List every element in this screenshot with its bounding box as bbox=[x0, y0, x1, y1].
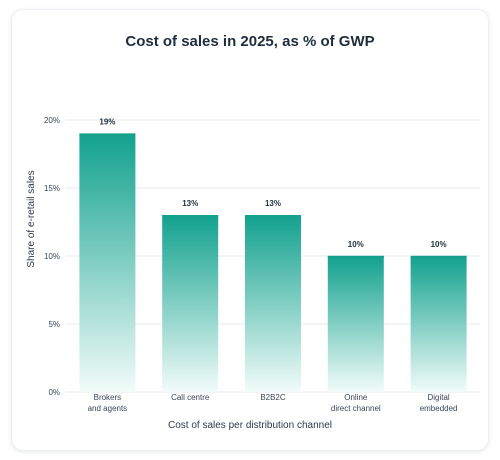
data-label: 13% bbox=[265, 199, 281, 208]
x-tick-label: Digital embedded bbox=[420, 393, 458, 413]
x-tick-label: Online direct channel bbox=[331, 393, 381, 413]
x-tick-label: Brokers and agents bbox=[88, 393, 128, 413]
bar bbox=[410, 256, 467, 392]
x-tick-label: B2B2C bbox=[260, 393, 286, 402]
y-tick-label: 15% bbox=[44, 184, 60, 193]
y-axis-title: Share of e-retail sales bbox=[26, 170, 37, 267]
bar bbox=[162, 215, 219, 392]
y-tick-label: 5% bbox=[48, 320, 60, 329]
bar bbox=[327, 256, 384, 392]
x-axis-title: Cost of sales per distribution channel bbox=[168, 420, 332, 431]
data-label: 13% bbox=[182, 199, 198, 208]
y-tick-label: 20% bbox=[44, 116, 60, 125]
chart-title: Cost of sales in 2025, as % of GWP bbox=[125, 33, 375, 50]
data-label: 10% bbox=[348, 240, 364, 249]
data-label: 19% bbox=[99, 118, 115, 127]
data-label: 10% bbox=[431, 240, 447, 249]
y-tick-label: 10% bbox=[44, 252, 60, 261]
bar bbox=[245, 215, 301, 392]
bar bbox=[79, 133, 136, 392]
x-tick-label: Call centre bbox=[171, 393, 210, 402]
y-tick-label: 0% bbox=[48, 388, 60, 397]
